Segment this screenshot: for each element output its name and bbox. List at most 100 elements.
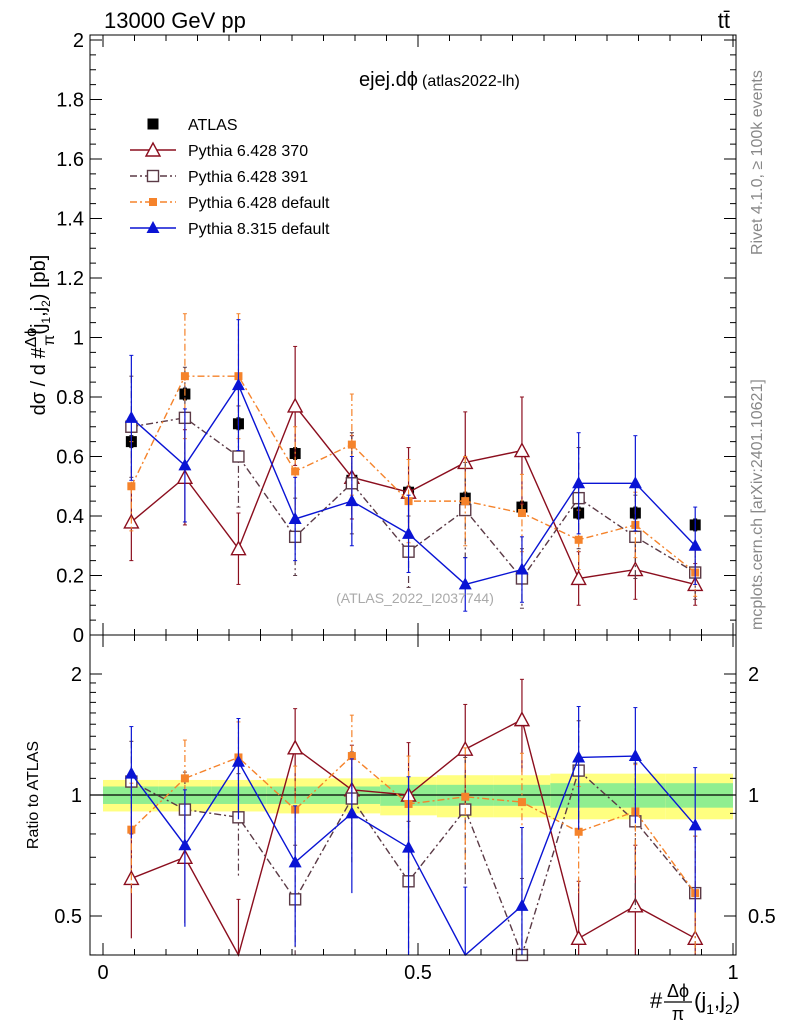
y-tick-label: 1.6: [56, 149, 84, 171]
data-point: [288, 511, 302, 524]
y-tick-label: 1: [73, 328, 84, 350]
data-point: [286, 397, 304, 413]
ratio-y-tick-label-right: 1: [748, 785, 759, 807]
ratio-y-tick-label: 2: [71, 664, 82, 686]
y-tick-label: 0.2: [56, 566, 84, 588]
data-point: [574, 535, 583, 544]
ratio-point: [231, 754, 245, 767]
ratio-point: [180, 774, 189, 783]
ratio-point: [347, 752, 356, 761]
data-point: [178, 458, 192, 471]
data-point: [127, 482, 136, 491]
ratio-ylabel: Ratio to ATLAS: [25, 741, 42, 849]
y-tick-label: 1.2: [56, 268, 84, 290]
y-tick-label: 0.6: [56, 447, 84, 469]
svg-text:(j1,j2): (j1,j2): [694, 988, 740, 1017]
legend-entry-p391: Pythia 6.428 391: [130, 169, 308, 186]
xlabel: # Δϕ π (j1,j2): [650, 981, 740, 1024]
ratio-point: [688, 818, 702, 831]
data-point: [458, 577, 472, 590]
ratio-point: [178, 838, 192, 851]
series-line-p6def: [130, 375, 696, 574]
data-point: [124, 410, 138, 423]
data-point: [461, 497, 470, 506]
mcplots-label: mcplots.cern.ch [arXiv:2401.10621]: [749, 379, 766, 630]
data-point: [513, 442, 531, 458]
legend-entry-p370: Pythia 6.428 370: [130, 141, 308, 160]
main-panel: 0 0.2 0.4 0.6 0.8 1 1.2 1.4 1.6 1.8 2 ejej.dϕ (atl…: [23, 30, 737, 647]
series-p8: [124, 319, 702, 612]
legend-label: Pythia 6.428 391: [188, 169, 308, 186]
plot-subtitle: (atlas2022-lh): [422, 73, 520, 90]
ratio-y-tick-label: 1: [71, 785, 82, 807]
x-tick-label: 0.5: [404, 962, 432, 984]
legend-label: Pythia 6.428 default: [188, 195, 330, 212]
analysis-watermark: (ATLAS_2022_I2037744): [336, 590, 494, 606]
ratio-point: [288, 855, 302, 868]
legend-entry-atlas: ATLAS: [147, 117, 238, 134]
legend-entry-p8: Pythia 8.315 default: [130, 221, 330, 238]
legend-marker: [149, 198, 157, 206]
main-frame: [89, 34, 737, 636]
ratio-line-p370: [131, 718, 696, 957]
svg-text:π: π: [672, 1004, 684, 1024]
svg-text:Δϕ: Δϕ: [667, 981, 689, 1001]
rivet-label: Rivet 4.1.0, ≥ 100k events: [749, 70, 766, 255]
header-final-state: tt̄: [718, 8, 730, 33]
main-ylabel: dσ / d #Δϕπ(j1,j2) [pb]: [23, 255, 58, 416]
ratio-series-p8: [124, 706, 702, 957]
x-tick-label: 1: [727, 962, 738, 984]
data-point: [180, 372, 189, 381]
data-point: [230, 540, 247, 556]
y-tick-label: 0.8: [56, 387, 84, 409]
data-point: [688, 538, 702, 551]
data-point: [231, 378, 245, 391]
ratio-y-tick-label-right: 0.5: [748, 906, 776, 928]
data-point: [628, 476, 642, 489]
x-tick-label: 0: [97, 962, 108, 984]
legend-marker: [147, 118, 159, 130]
ratio-point: [124, 766, 138, 779]
ratio-point: [574, 827, 583, 836]
ratio-point: [402, 840, 416, 853]
y-tick-label: 2: [73, 30, 84, 52]
data-point: [517, 509, 526, 518]
legend-entry-p6def: Pythia 6.428 default: [130, 195, 330, 212]
y-tick-label: 0.4: [56, 506, 84, 528]
data-point: [572, 476, 586, 489]
ratio-point: [513, 711, 531, 727]
y-tick-label: 1.8: [56, 90, 84, 112]
legend-marker: [144, 141, 162, 157]
y-tick-label: 0: [73, 625, 84, 647]
header-process: 13000 GeV pp: [104, 8, 246, 33]
data-point: [515, 562, 529, 575]
ratio-point: [461, 792, 470, 801]
ratio-point: [628, 749, 642, 762]
data-point: [345, 494, 359, 507]
ratio-y-tick-label: 0.5: [54, 906, 82, 928]
data-point: [291, 467, 300, 476]
ratio-point: [286, 739, 304, 755]
ratio-point: [345, 806, 359, 819]
plot-title: ejej.dϕ: [359, 69, 418, 91]
legend-label: Pythia 8.315 default: [188, 221, 330, 238]
legend-marker: [146, 169, 160, 183]
series-p370: [123, 345, 704, 606]
svg-text:#: #: [650, 988, 663, 1013]
data-point: [347, 440, 356, 449]
legend-label: ATLAS: [188, 117, 238, 134]
ratio-point: [515, 898, 529, 911]
legend-marker: [146, 221, 160, 233]
data-point: [232, 450, 245, 463]
svg-text:dσ / d #Δϕπ(j1,j2) [pb]: dσ / d #Δϕπ(j1,j2) [pb]: [23, 255, 58, 416]
ratio-point: [570, 929, 587, 946]
data-point: [570, 569, 587, 586]
ratio-y-tick-label-right: 2: [748, 664, 759, 686]
series-atlas: [125, 387, 701, 532]
ratio-point: [517, 798, 526, 807]
ratio-panel: 0.5 0.5 1 1 2 2 0 0.5 1 Ratio to ATLAS # Δϕ π (j…: [25, 634, 776, 1024]
legend: ATLAS Pythia 6.428 370 Pythia 6.428 391 Pyt…: [130, 117, 330, 238]
ratio-point: [627, 897, 644, 913]
ratio-point: [572, 750, 586, 763]
